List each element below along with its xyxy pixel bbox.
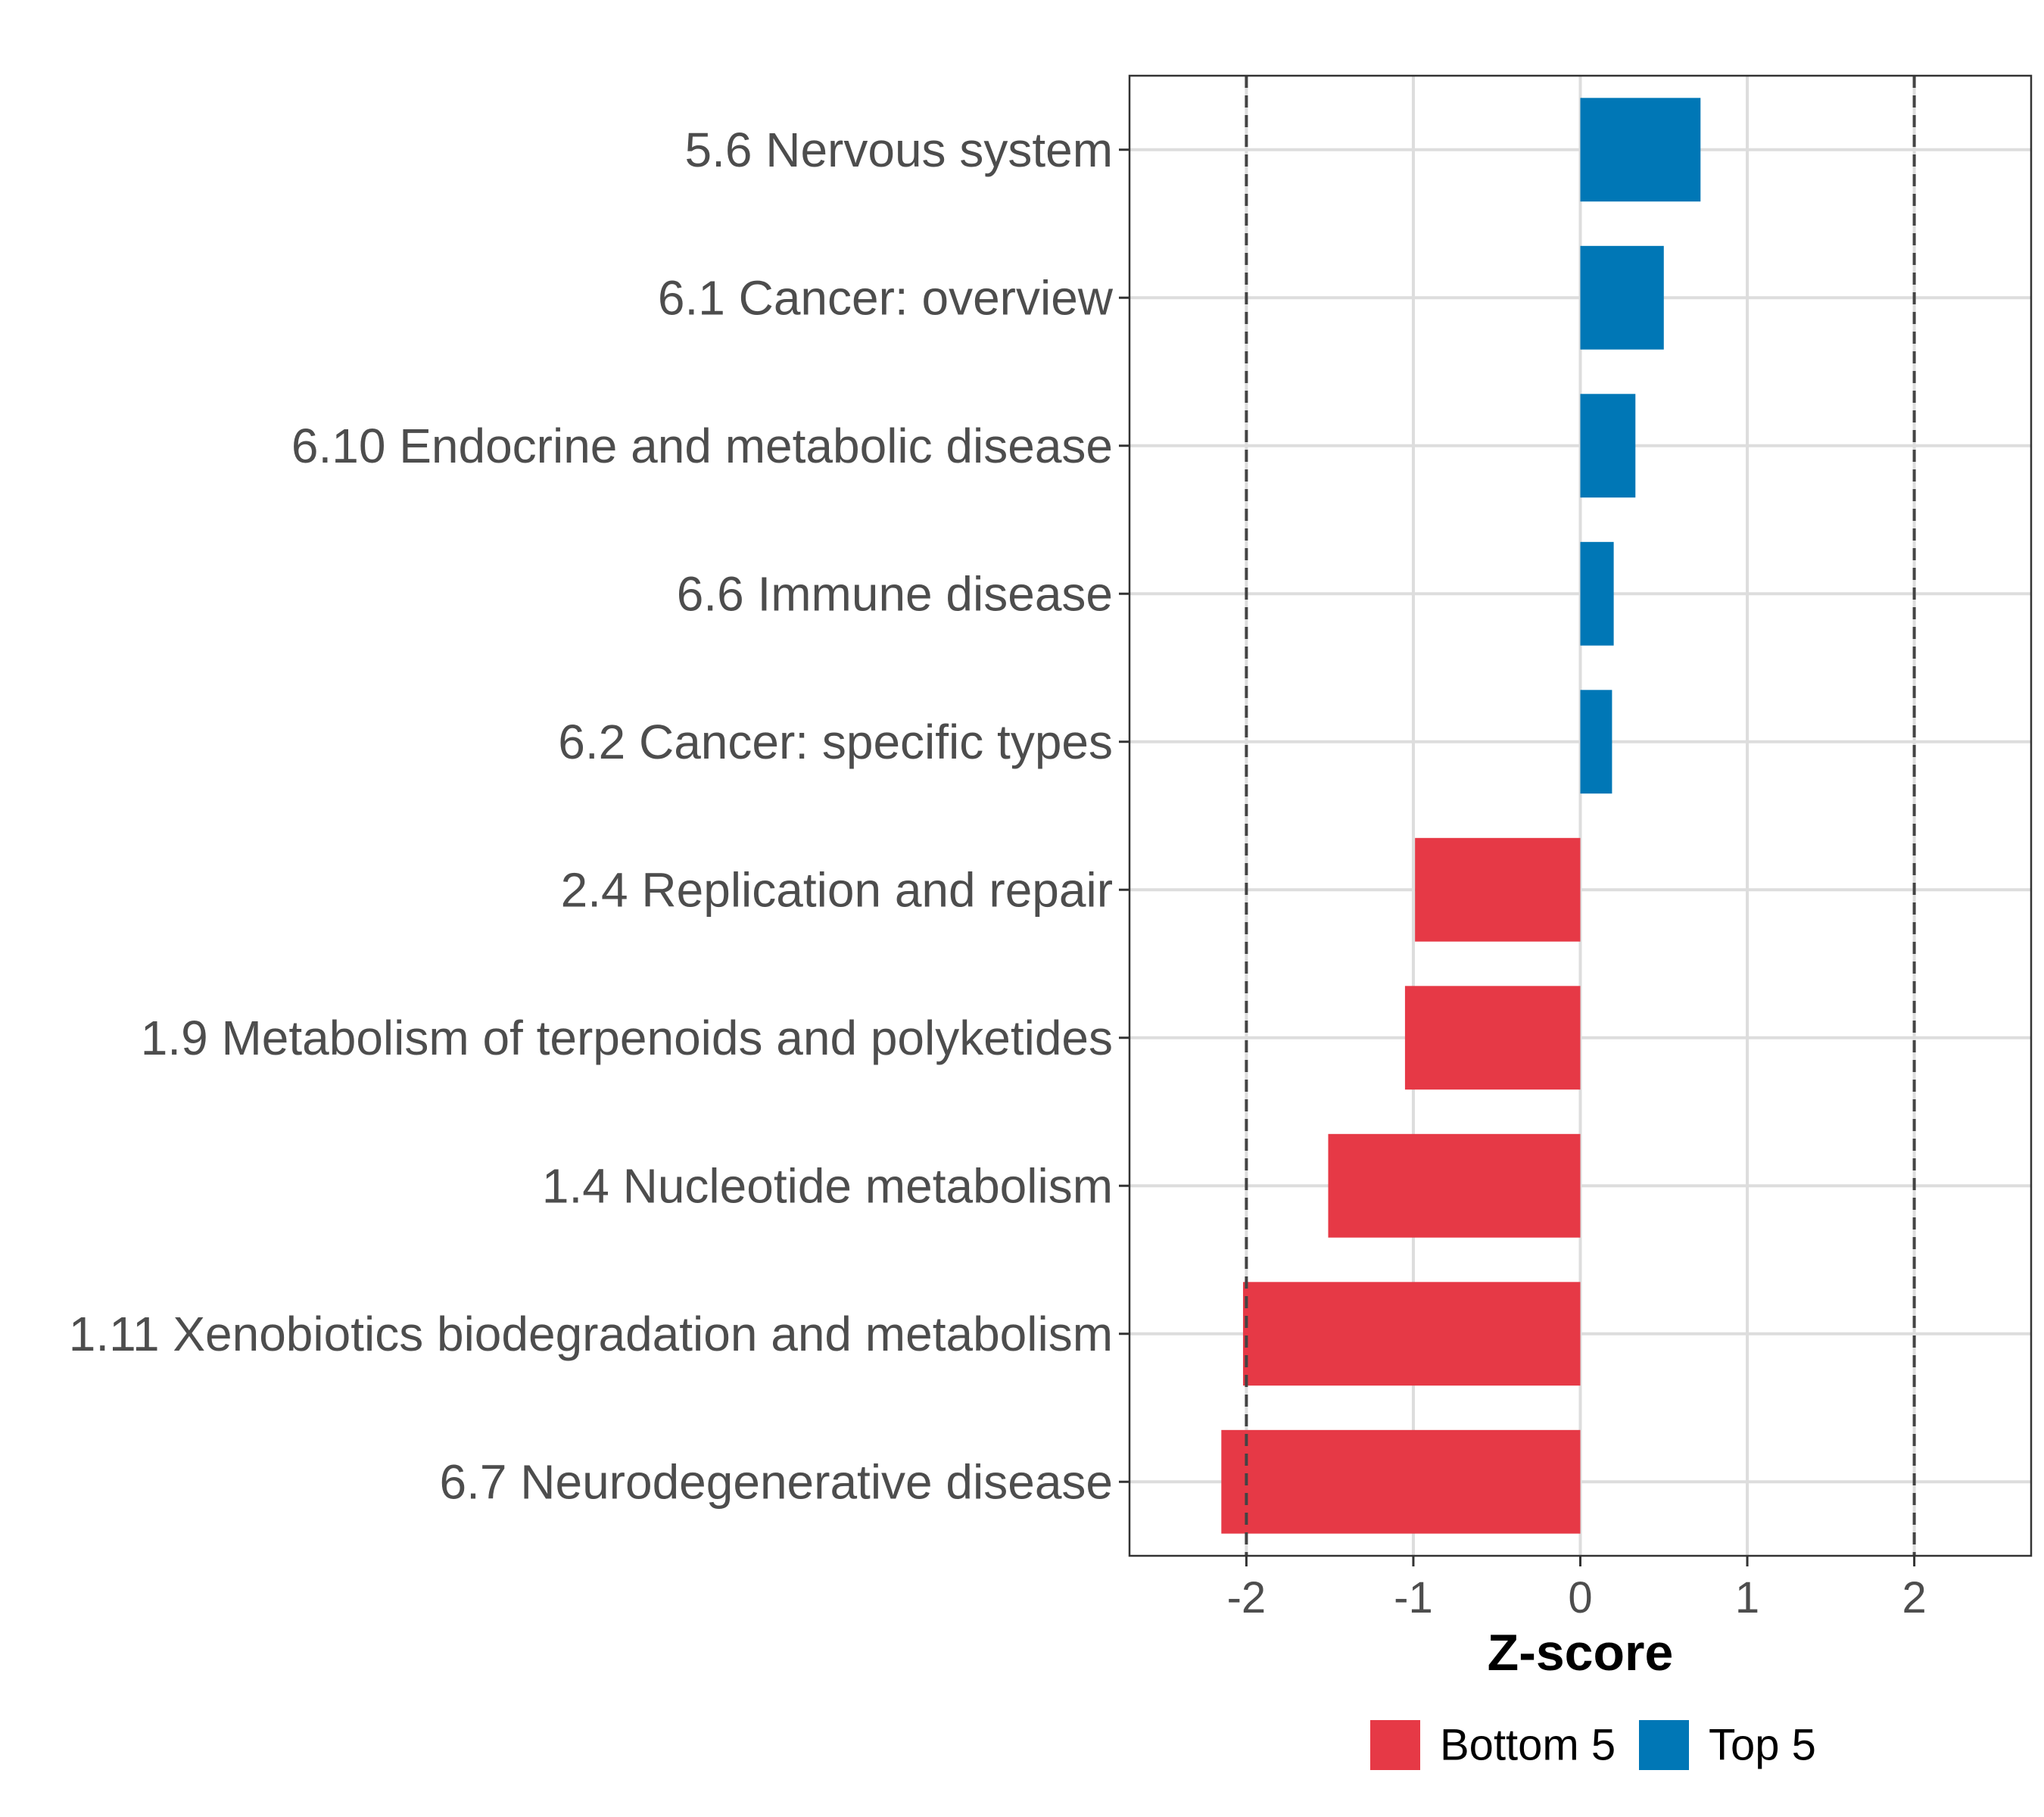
category-label: 6.1 Cancer: overview — [658, 270, 1114, 325]
x-tick-label: -2 — [1227, 1573, 1267, 1622]
bar — [1415, 837, 1581, 942]
bar — [1580, 690, 1612, 794]
legend: Bottom 5 Top 5 — [1370, 1720, 1816, 1770]
category-label: 6.2 Cancer: specific types — [558, 715, 1113, 769]
category-label: 6.6 Immune disease — [677, 566, 1113, 621]
legend-swatch — [1370, 1720, 1420, 1770]
category-label: 6.7 Neurodegenerative disease — [440, 1454, 1114, 1509]
bar — [1580, 394, 1636, 498]
bar — [1404, 986, 1581, 1090]
category-label: 1.9 Metabolism of terpenoids and polyket… — [141, 1011, 1113, 1065]
bar — [1580, 245, 1664, 350]
reference-lines — [1245, 76, 1916, 1556]
category-label: 1.11 Xenobiotics biodegradation and meta… — [69, 1307, 1113, 1361]
x-tick-label: 2 — [1902, 1573, 1926, 1622]
legend-swatch — [1639, 1720, 1689, 1770]
bar — [1580, 98, 1701, 202]
x-tick-label: 0 — [1568, 1573, 1592, 1622]
bar — [1580, 541, 1614, 646]
bar — [1242, 1282, 1581, 1386]
y-axis: 5.6 Nervous system 6.1 Cancer: overview 6.… — [69, 123, 1129, 1509]
x-tick-label: -1 — [1394, 1573, 1433, 1622]
category-label: 5.6 Nervous system — [684, 123, 1113, 177]
category-label: 2.4 Replication and repair — [561, 862, 1113, 917]
legend-label: Bottom 5 — [1440, 1721, 1616, 1770]
x-tick-label: 1 — [1735, 1573, 1759, 1622]
legend-label: Top 5 — [1709, 1721, 1816, 1770]
category-label: 1.4 Nucleotide metabolism — [542, 1158, 1113, 1213]
category-label: 6.10 Endocrine and metabolic disease — [291, 419, 1113, 473]
x-axis: -2 -1 0 1 2 — [1227, 1556, 1927, 1622]
bar — [1328, 1133, 1581, 1238]
x-axis-title: Z-score — [1488, 1624, 1674, 1681]
bars — [1221, 98, 1701, 1534]
bar — [1221, 1429, 1581, 1534]
